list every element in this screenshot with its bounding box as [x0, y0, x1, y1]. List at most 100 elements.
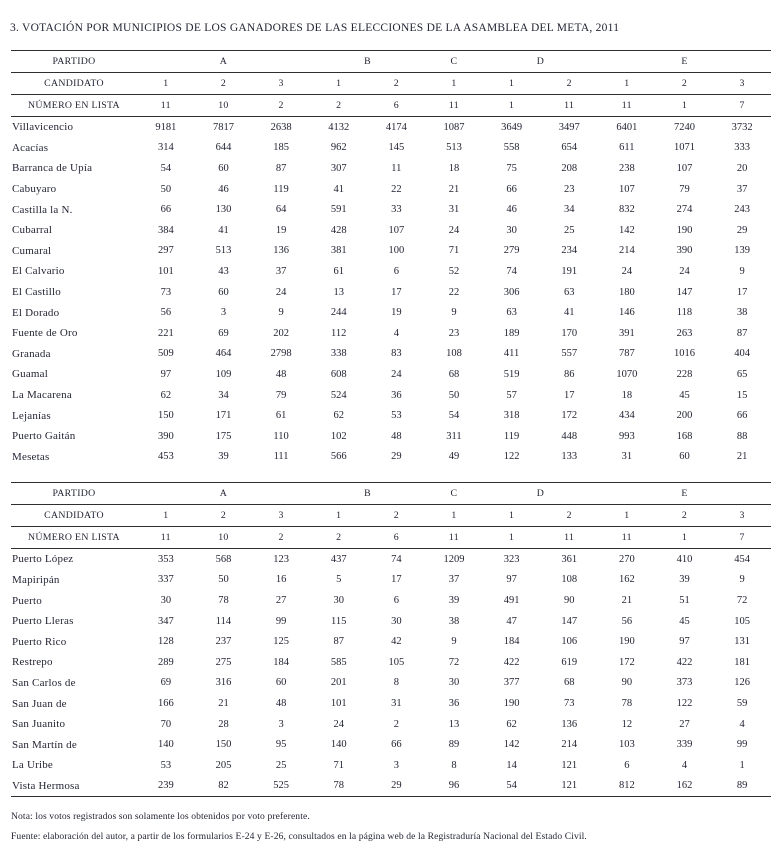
votes-table-municipios-1: PARTIDO A B C D E CANDIDATO 1 2 3 1 2 1 1 2 1 2 3 NÚMERO E…: [11, 50, 771, 467]
vote-cell: 190: [618, 636, 635, 648]
vote-cell: 39: [218, 451, 229, 463]
vote-cell: 50: [160, 183, 172, 195]
vote-cell: 48: [275, 368, 287, 380]
vote-cell: 24: [333, 718, 344, 730]
table-row: San Carlos de 69 316 60 201 8 30 377 68 90 373 126: [11, 673, 771, 694]
vote-cell: 22: [391, 183, 402, 195]
vote-cell: 50: [448, 389, 460, 401]
vote-cell: 30: [391, 615, 402, 627]
vote-cell: 146: [618, 307, 635, 319]
vote-cell: 1070: [616, 368, 638, 380]
vote-cell: 108: [446, 348, 462, 360]
municipality-cell: El Calvario: [12, 265, 65, 278]
vote-cell: 59: [736, 698, 748, 710]
candidate-number-cell: 3: [278, 78, 284, 89]
table-row: Granada 509 464 2798 338 83 108 411 557 787 1016 40…: [11, 344, 771, 365]
municipality-cell: Puerto Gaitán: [12, 430, 76, 443]
candidate-number-cell: 1: [163, 510, 169, 522]
vote-cell: 50: [218, 574, 229, 586]
vote-cell: 66: [506, 183, 517, 195]
vote-cell: 361: [561, 553, 578, 565]
vote-cell: 391: [618, 327, 635, 339]
vote-cell: 47: [506, 615, 517, 627]
vote-cell: 27: [275, 595, 287, 607]
vote-cell: 263: [676, 327, 693, 339]
vote-cell: 17: [736, 286, 748, 298]
vote-cell: 812: [618, 780, 635, 792]
party-cell: D: [536, 488, 545, 500]
municipality-cell: Villavicencio: [12, 121, 74, 134]
vote-cell: 71: [448, 245, 460, 257]
vote-cell: 307: [330, 162, 347, 174]
vote-cell: 147: [676, 286, 693, 298]
vote-cell: 37: [275, 265, 287, 277]
table-row: Lejanías 150 171 61 62 53 54 318 172 434 200 66: [11, 405, 771, 426]
candidato-row: CANDIDATO 1 2 3 1 2 1 1 2 1 2 3: [11, 73, 771, 95]
vote-cell: 100: [388, 245, 405, 257]
vote-cell: 42: [391, 636, 402, 648]
vote-cell: 243: [734, 204, 750, 216]
lista-number-cell: 1: [508, 532, 515, 544]
vote-cell: 86: [563, 368, 575, 380]
vote-cell: 150: [215, 739, 232, 751]
table-row: La Macarena 62 34 79 524 36 50 57 17 18 45 15: [11, 385, 771, 406]
vote-cell: 60: [218, 286, 229, 298]
vote-cell: 4174: [385, 121, 407, 133]
vote-cell: 23: [563, 183, 575, 195]
vote-cell: 19: [391, 307, 402, 319]
candidate-number-cell: 1: [336, 510, 342, 522]
vote-cell: 568: [215, 553, 232, 565]
vote-cell: 101: [157, 265, 174, 277]
table-row: La Uribe 53 205 25 71 3 8 14 121 6 4 1: [11, 755, 771, 776]
table-row: El Castillo 73 60 24 13 17 22 306 63 180 147 17: [11, 282, 771, 303]
vote-cell: 353: [157, 553, 174, 565]
vote-cell: 19: [275, 224, 287, 236]
vote-cell: 54: [448, 410, 460, 422]
vote-cell: 21: [736, 451, 748, 463]
vote-cell: 11: [391, 162, 402, 174]
vote-cell: 509: [157, 348, 174, 360]
vote-cell: 318: [503, 410, 520, 422]
table-row: El Dorado 56 3 9 244 19 9 63 41 146 118 38: [11, 302, 771, 323]
vote-cell: 237: [215, 636, 232, 648]
vote-cell: 289: [157, 656, 174, 668]
vote-cell: 175: [215, 430, 232, 442]
lista-number-cell: 11: [160, 100, 171, 111]
vote-cell: 17: [391, 286, 402, 298]
vote-cell: 105: [388, 656, 405, 668]
vote-cell: 30: [506, 224, 517, 236]
party-cell: C: [450, 488, 458, 500]
vote-cell: 8: [451, 759, 457, 771]
vote-cell: 184: [273, 656, 289, 668]
table-row: San Martín de 140 150 95 140 66 89 142 214 103 339…: [11, 734, 771, 755]
vote-cell: 787: [618, 348, 635, 360]
vote-cell: 53: [160, 759, 172, 771]
numero-en-lista-row: NÚMERO EN LISTA 11 10 2 2 6 11 1 11 11 1 7: [11, 95, 771, 117]
vote-cell: 297: [157, 245, 174, 257]
vote-cell: 172: [561, 410, 578, 422]
party-cell: B: [364, 488, 371, 500]
vote-cell: 519: [503, 368, 520, 380]
vote-cell: 20: [736, 162, 748, 174]
vote-cell: 21: [448, 183, 460, 195]
vote-cell: 39: [448, 595, 460, 607]
vote-cell: 31: [621, 451, 633, 463]
vote-cell: 112: [331, 327, 347, 339]
party-cell: A: [219, 488, 228, 500]
vote-cell: 60: [275, 677, 287, 689]
vote-cell: 106: [561, 636, 578, 648]
candidate-number-cell: 2: [393, 510, 399, 522]
vote-cell: 9: [278, 307, 284, 319]
municipality-cell: La Uribe: [12, 759, 53, 772]
vote-cell: 228: [676, 368, 693, 380]
lista-number-cell: 2: [336, 100, 342, 111]
vote-cell: 23: [448, 327, 460, 339]
municipality-cell: Castilla la N.: [12, 203, 73, 216]
vote-cell: 29: [391, 451, 402, 463]
lista-number-cell: 11: [621, 100, 632, 111]
municipality-cell: Cubarral: [12, 224, 53, 237]
page-title: 3. VOTACIÓN POR MUNICIPIOS DE LOS GANADO…: [10, 22, 620, 34]
vote-cell: 107: [388, 224, 405, 236]
vote-cell: 525: [273, 780, 289, 792]
vote-cell: 79: [275, 389, 287, 401]
